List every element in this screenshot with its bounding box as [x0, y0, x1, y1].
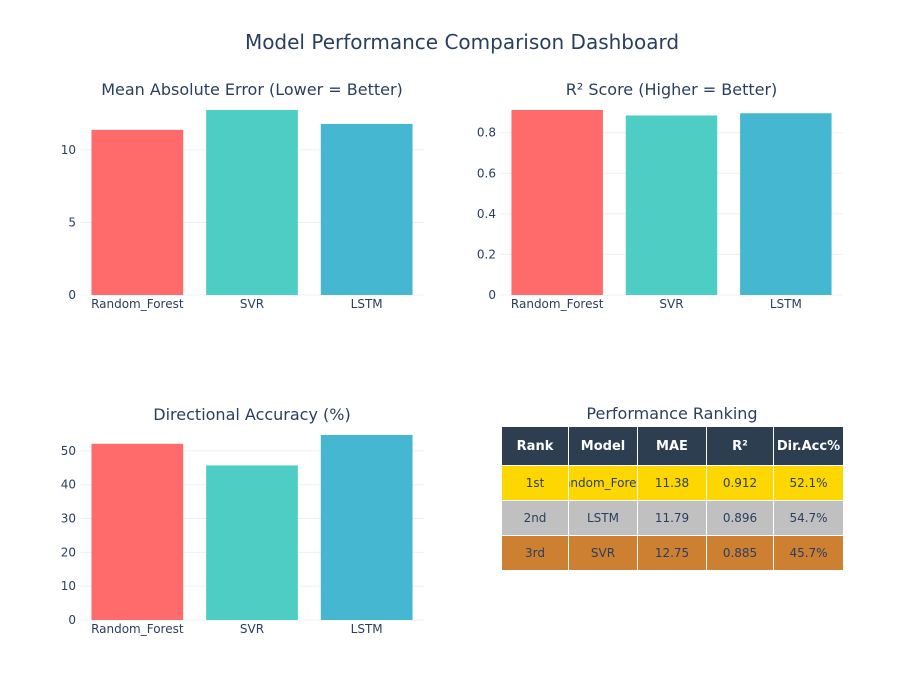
y-tick-label: 30	[61, 512, 76, 526]
cell-mae: 11.38	[637, 465, 707, 501]
bar-random-forest	[511, 110, 603, 295]
x-tick-label: SVR	[659, 297, 683, 311]
cell-r2: 0.896	[706, 500, 774, 536]
x-tick-label: Random_Forest	[511, 297, 604, 311]
x-tick-label: Random_Forest	[91, 297, 184, 311]
y-tick-label: 0	[488, 288, 496, 302]
chart-title-mae: Mean Absolute Error (Lower = Better)	[101, 80, 403, 99]
cell-rank: 1st	[501, 465, 569, 501]
y-tick-label: 10	[61, 579, 76, 593]
cell-mae: 12.75	[637, 535, 707, 571]
table-header-row: Rank Model MAE R² Dir.Acc%	[501, 426, 844, 466]
x-tick-label: LSTM	[770, 297, 802, 311]
header-mae: MAE	[637, 426, 707, 466]
y-tick-label: 20	[61, 545, 76, 559]
cell-dir-acc: 52.1%	[773, 465, 844, 501]
cell-r2: 0.885	[706, 535, 774, 571]
cell-r2: 0.912	[706, 465, 774, 501]
bar-svr	[206, 465, 298, 620]
y-tick-label: 50	[61, 444, 76, 458]
table-row: 3rd SVR 12.75 0.885 45.7%	[501, 535, 844, 571]
x-tick-label: SVR	[240, 622, 264, 636]
table-row: 2nd LSTM 11.79 0.896 54.7%	[501, 500, 844, 536]
header-r2: R²	[706, 426, 774, 466]
y-tick-label: 5	[68, 215, 76, 229]
y-tick-label: 0.4	[477, 207, 496, 221]
cell-model: LSTM	[568, 500, 638, 536]
cell-rank: 2nd	[501, 500, 569, 536]
x-tick-label: LSTM	[351, 622, 383, 636]
cell-model: SVR	[568, 535, 638, 571]
y-tick-label: 0.6	[477, 166, 496, 180]
cell-dir-acc: 54.7%	[773, 500, 844, 536]
cell-rank: 3rd	[501, 535, 569, 571]
cell-model: Random_Forest	[568, 465, 638, 501]
bar-random-forest	[91, 443, 184, 620]
y-tick-label: 0	[68, 288, 76, 302]
bar-random-forest	[91, 129, 184, 295]
x-tick-label: LSTM	[351, 297, 383, 311]
table-row: 1st Random_Forest 11.38 0.912 52.1%	[501, 465, 844, 501]
y-tick-label: 10	[61, 143, 76, 157]
x-tick-label: Random_Forest	[91, 622, 184, 636]
bar-lstm	[740, 113, 832, 296]
ranking-table: Rank Model MAE R² Dir.Acc% 1st Random_Fo…	[501, 426, 844, 571]
bar-lstm	[320, 435, 413, 620]
chart-title-r2: R² Score (Higher = Better)	[566, 80, 778, 99]
header-dir-acc: Dir.Acc%	[773, 426, 844, 466]
bar-svr	[625, 115, 718, 295]
header-model: Model	[568, 426, 638, 466]
header-rank: Rank	[501, 426, 569, 466]
chart-title-dir-acc: Directional Accuracy (%)	[153, 405, 350, 424]
y-tick-label: 40	[61, 478, 76, 492]
y-tick-label: 0.2	[477, 247, 496, 261]
bar-svr	[206, 110, 298, 295]
y-tick-label: 0.8	[477, 126, 496, 140]
x-tick-label: SVR	[240, 297, 264, 311]
y-tick-label: 0	[68, 613, 76, 627]
bar-lstm	[320, 123, 413, 295]
cell-mae: 11.79	[637, 500, 707, 536]
cell-dir-acc: 45.7%	[773, 535, 844, 571]
ranking-table-title: Performance Ranking	[586, 404, 758, 423]
page-title: Model Performance Comparison Dashboard	[244, 30, 680, 54]
